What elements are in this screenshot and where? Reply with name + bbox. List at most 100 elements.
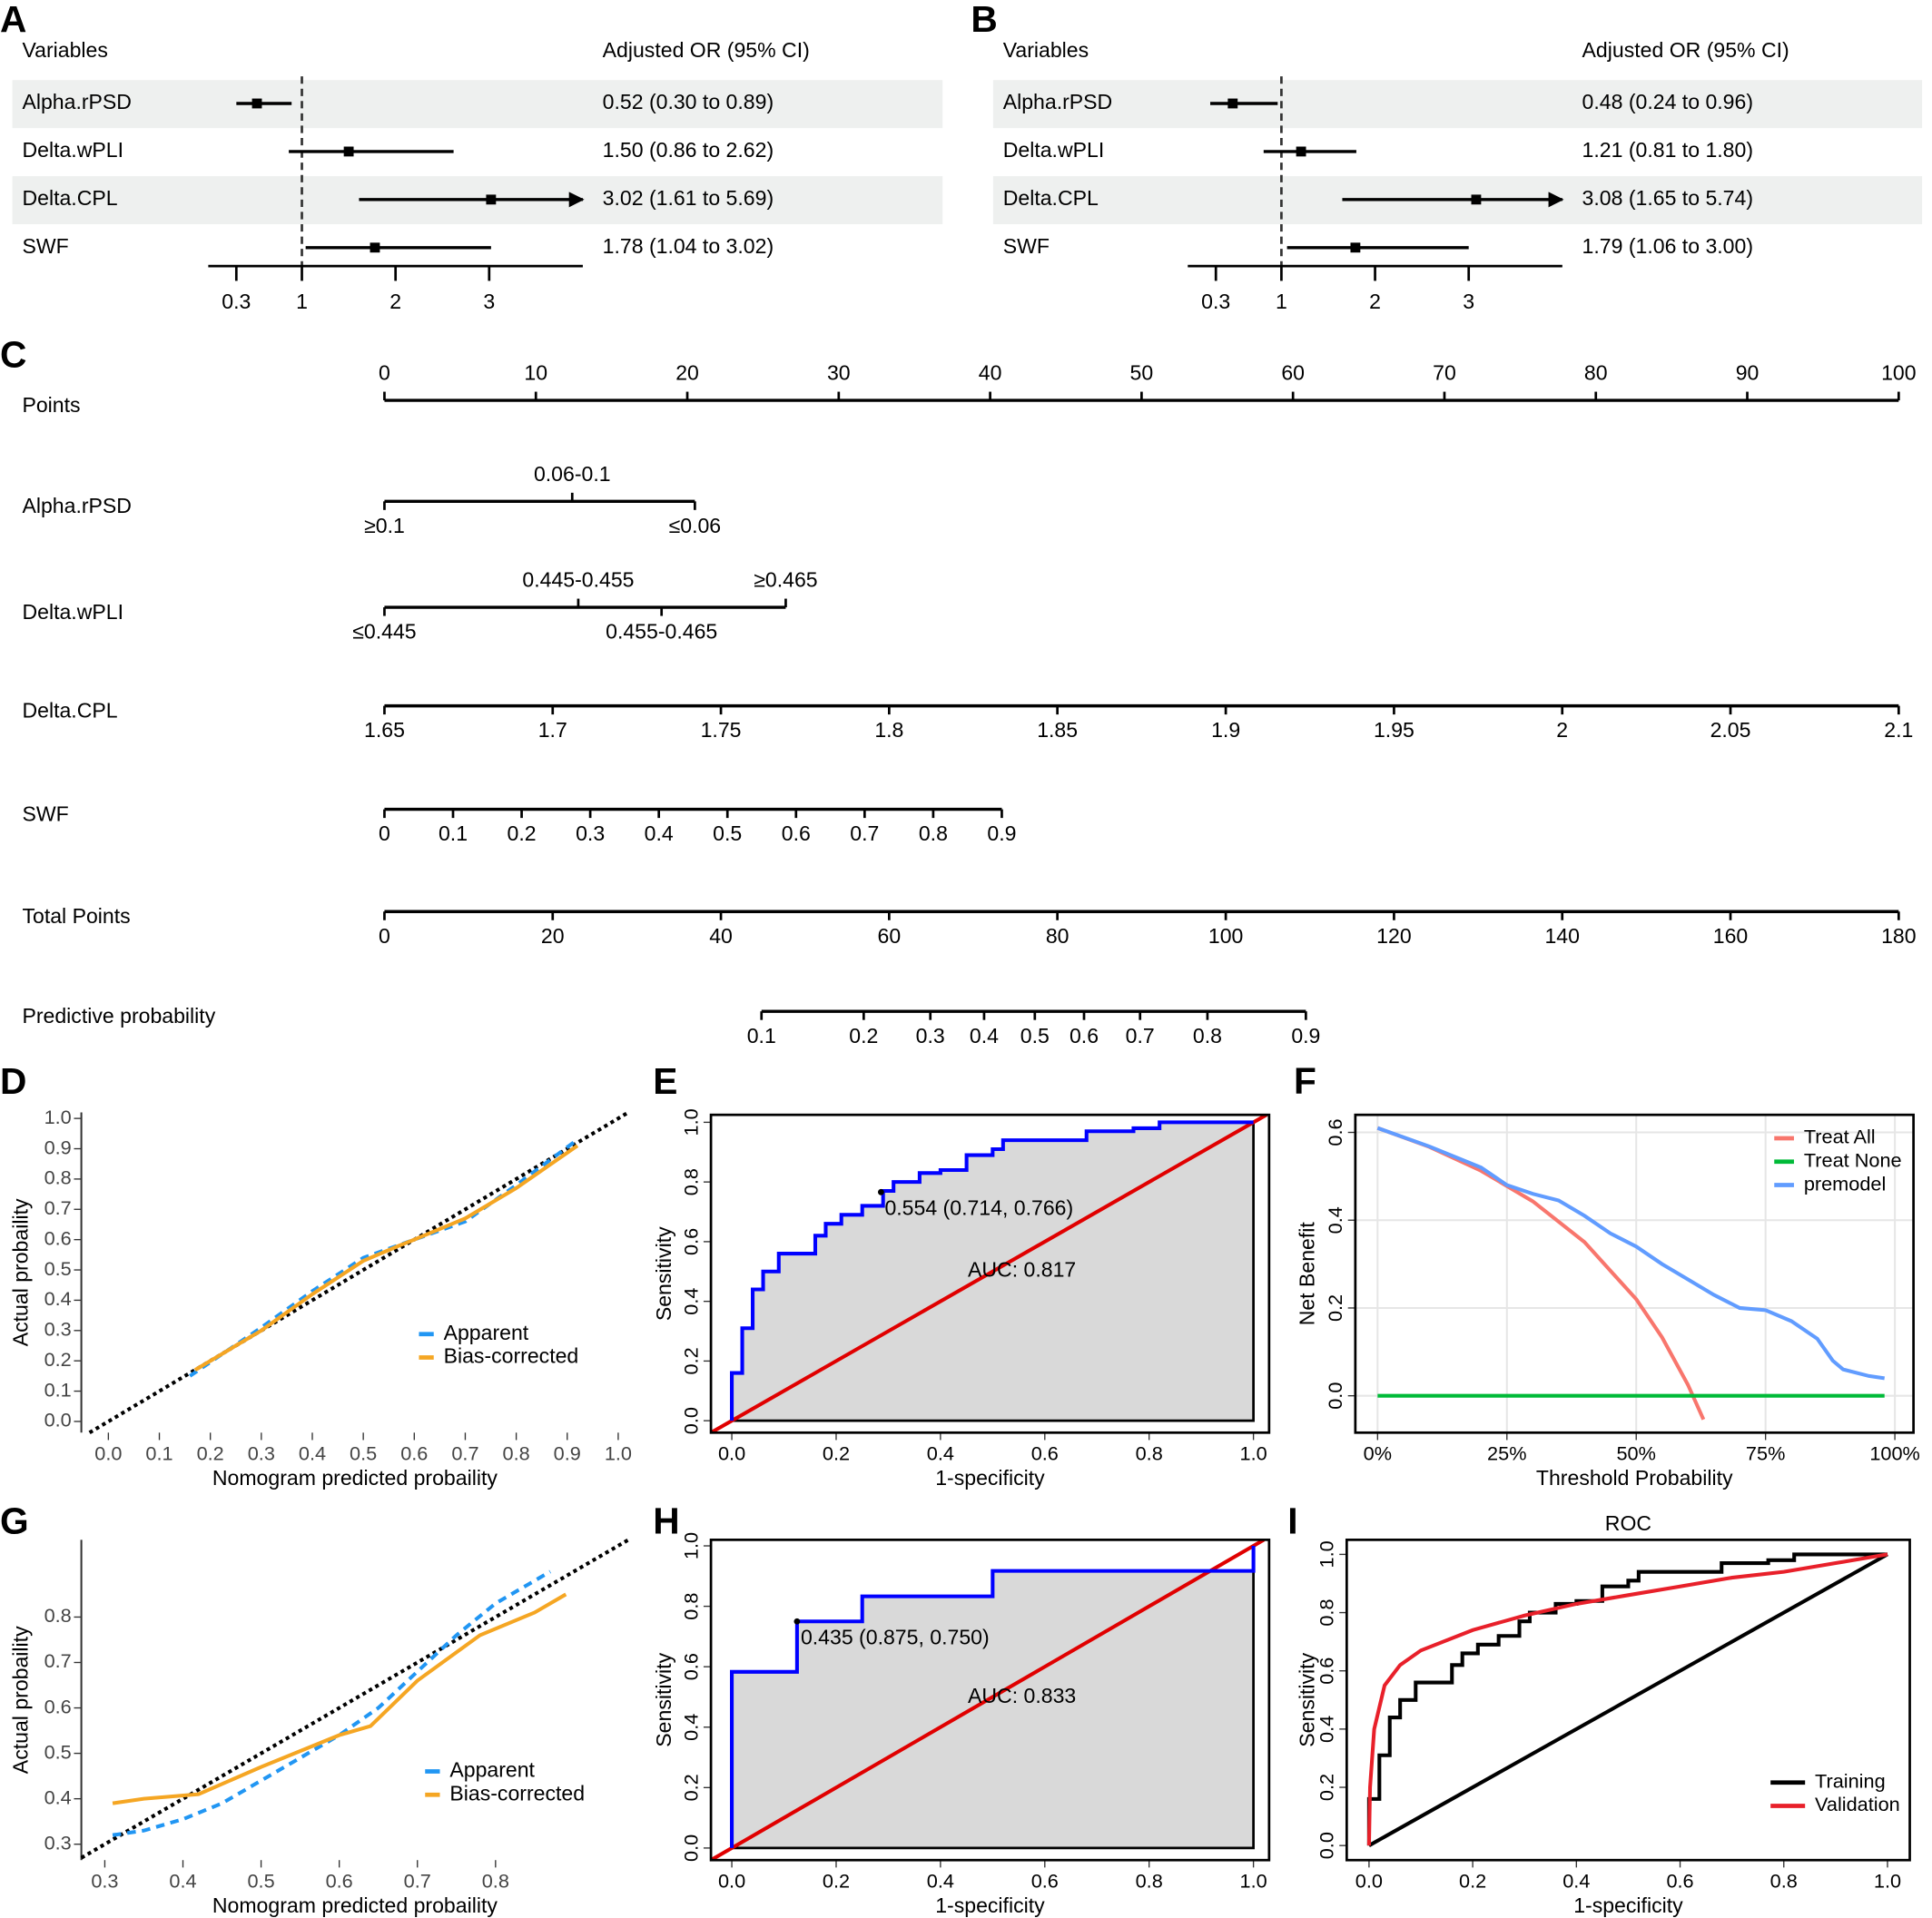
row-label: Points <box>22 393 80 417</box>
tick-label: 100 <box>1881 361 1916 385</box>
tick-label: 70 <box>1433 361 1456 385</box>
row-label: Total Points <box>22 904 130 928</box>
tick-label: 0.1 <box>747 1024 776 1048</box>
variable-label: Delta.wPLI <box>1003 138 1105 162</box>
tick-label: 50 <box>1130 361 1154 385</box>
x-tick-label: 0.3 <box>248 1441 275 1464</box>
tick-label: 0.2 <box>508 821 537 845</box>
y-tick-label: 0.4 <box>1324 1206 1346 1234</box>
series-line <box>1376 1126 1885 1381</box>
estimate-marker <box>1227 98 1238 109</box>
x-tick-label: 0.7 <box>451 1441 478 1464</box>
roc-curve <box>730 1546 1256 1848</box>
variable-label: Delta.wPLI <box>22 138 123 162</box>
x-tick-label: 0.4 <box>1562 1869 1590 1892</box>
plot-frame <box>709 1113 1271 1434</box>
y-tick-label: 0.2 <box>1324 1294 1346 1322</box>
x-tick-label: 0.3 <box>1201 290 1230 313</box>
x-tick-label: 0.2 <box>823 1441 850 1464</box>
tick-label: 1.85 <box>1037 718 1078 742</box>
y-tick-label: 0.6 <box>679 1228 702 1255</box>
y-tick-label: 0.0 <box>1324 1382 1346 1410</box>
x-tick-label: 1.0 <box>1240 1441 1267 1464</box>
chance-line <box>711 1539 1266 1861</box>
estimate-label: 1.50 (0.86 to 2.62) <box>603 138 774 162</box>
estimate-marker <box>1296 146 1306 157</box>
tick-label: 0.6 <box>782 821 811 845</box>
tick-label: 90 <box>1736 361 1760 385</box>
y-tick-label: 0.6 <box>44 1695 72 1717</box>
x-tick-label: 0.2 <box>823 1869 850 1892</box>
plot-frame <box>709 1539 1271 1862</box>
tick-label: 140 <box>1544 924 1579 948</box>
tick-label: 1.75 <box>701 718 742 742</box>
y-axis-title: Sensitivity <box>652 1652 675 1746</box>
x-tick-label: 1.0 <box>1874 1869 1901 1892</box>
calibration-line <box>112 1569 552 1837</box>
row-label: Delta.wPLI <box>22 600 123 624</box>
y-tick-label: 0.8 <box>44 1166 72 1189</box>
x-tick-label: 0.3 <box>222 290 251 313</box>
tick-label: ≤0.445 <box>352 620 416 644</box>
x-tick-label: 1 <box>296 290 308 313</box>
x-tick-label: 0.8 <box>1770 1869 1798 1892</box>
estimate-label: 1.21 (0.81 to 1.80) <box>1582 138 1753 162</box>
estimate-label: 3.08 (1.65 to 5.74) <box>1582 186 1753 210</box>
tick-label: 60 <box>878 924 902 948</box>
y-tick-label: 0.3 <box>44 1831 72 1854</box>
y-tick-label: 0.8 <box>679 1168 702 1195</box>
x-tick-label: 0.1 <box>145 1441 172 1464</box>
tick-label: 100 <box>1208 924 1243 948</box>
x-tick-label: 0.9 <box>554 1441 581 1464</box>
y-tick-label: 0.2 <box>679 1774 702 1801</box>
x-tick-label: 1.0 <box>1240 1869 1267 1892</box>
tick-label: 1.9 <box>1211 718 1240 742</box>
y-tick-label: 1.0 <box>679 1532 702 1559</box>
x-axis-title: Threshold Probability <box>1536 1466 1733 1490</box>
tick-label: 0.455-0.465 <box>606 620 717 644</box>
x-tick-label: 100% <box>1869 1441 1920 1464</box>
variable-label: SWF <box>1003 234 1050 258</box>
roc-curve <box>1366 1552 1888 1846</box>
tick-label: 0.2 <box>849 1024 878 1048</box>
ideal-line <box>88 1110 630 1435</box>
y-tick-label: 0.8 <box>44 1604 72 1627</box>
tick-label: 30 <box>827 361 851 385</box>
y-tick-label: 1.0 <box>44 1106 72 1128</box>
estimate-label: 3.02 (1.61 to 5.69) <box>603 186 774 210</box>
estimate-label: 1.79 (1.06 to 3.00) <box>1582 234 1753 258</box>
x-tick-label: 2 <box>1369 290 1381 313</box>
y-axis-title: Actual probaility <box>9 1626 33 1774</box>
threshold-label: 0.435 (0.875, 0.750) <box>801 1625 990 1648</box>
x-tick-label: 0.5 <box>247 1869 274 1892</box>
y-tick-label: 0.8 <box>679 1593 702 1620</box>
legend-label: premodel <box>1804 1172 1886 1195</box>
y-tick-label: 0.6 <box>1324 1118 1346 1146</box>
tick-label: 0.8 <box>1193 1024 1222 1048</box>
x-tick-label: 0.8 <box>1136 1869 1163 1892</box>
tick-label: 0.445-0.455 <box>522 568 634 592</box>
x-tick-label: 0.8 <box>503 1441 530 1464</box>
tick-label: 1.65 <box>364 718 405 742</box>
threshold-point <box>877 1188 884 1195</box>
y-tick-label: 0.6 <box>1316 1657 1338 1685</box>
roc-curve <box>1366 1552 1888 1846</box>
x-tick-label: 0.5 <box>350 1441 377 1464</box>
estimate-label: 0.52 (0.30 to 0.89) <box>603 90 774 113</box>
row-label: Delta.CPL <box>22 698 117 722</box>
ideal-line <box>80 1538 630 1860</box>
x-tick-label: 75% <box>1746 1441 1785 1464</box>
tick-label: 0 <box>379 361 390 385</box>
x-tick-label: 0.0 <box>718 1441 745 1464</box>
plot-frame <box>1354 1113 1915 1434</box>
y-tick-label: 0.1 <box>44 1378 72 1401</box>
row-label: Alpha.rPSD <box>22 494 132 517</box>
row-label: Predictive probability <box>22 1004 215 1028</box>
x-tick-label: 0.6 <box>326 1869 353 1892</box>
tick-label: 0.4 <box>970 1024 999 1048</box>
variable-label: SWF <box>22 234 68 258</box>
y-tick-label: 0.4 <box>679 1288 702 1315</box>
legend-label: Bias-corrected <box>444 1344 579 1368</box>
threshold-point <box>794 1618 801 1625</box>
